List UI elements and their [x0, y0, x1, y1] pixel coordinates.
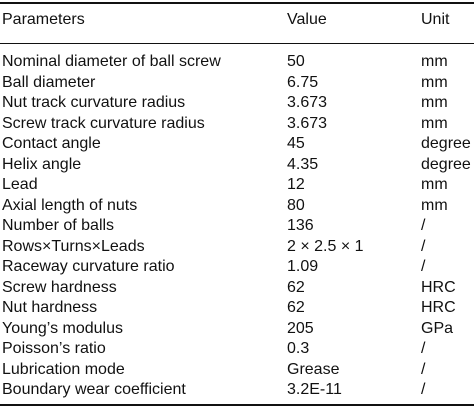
row-parameter: Young’s modulus — [2, 319, 123, 337]
row-value: Grease — [287, 360, 340, 378]
row-value: 136 — [287, 217, 314, 234]
table-row: Nominal diameter of ball screw 50 mm — [0, 52, 474, 72]
table-row: Poisson’s ratio 0.3 / — [0, 339, 474, 359]
row-parameter: Nut track curvature radius — [2, 94, 186, 111]
table-row: Young’s modulus 205 GPa — [0, 319, 474, 339]
table-row: Rows×Turns×Leads 2 × 2.5 × 1 / — [0, 237, 474, 257]
row-unit: / — [421, 360, 426, 378]
row-unit: mm — [421, 73, 448, 91]
row-value: 6.75 — [287, 73, 319, 91]
row-unit: / — [421, 258, 426, 275]
table-row: Screw hardness 62 HRC — [0, 278, 474, 298]
table-row: Raceway curvature ratio 1.09 / — [0, 257, 474, 277]
table-row: Nut track curvature radius 3.673 mm — [0, 93, 474, 113]
header-value: Value — [287, 11, 327, 28]
row-value: 50 — [287, 53, 305, 70]
header-parameters: Parameters — [2, 11, 85, 28]
row-parameter: Raceway curvature ratio — [2, 258, 175, 275]
row-unit: HRC — [421, 278, 456, 296]
row-parameter: Helix angle — [2, 155, 82, 173]
row-value: 1.09 — [287, 258, 319, 275]
row-value: 3.2E-11 — [287, 381, 342, 398]
row-parameter: Nominal diameter of ball screw — [2, 53, 221, 70]
table-row: Lead 12 mm — [0, 175, 474, 195]
table-row: Boundary wear coefficient 3.2E-11 / — [0, 380, 474, 400]
table-header-rule — [0, 43, 474, 44]
table-header-row: Parameters Value Unit — [0, 10, 474, 30]
table-row: Helix angle 4.35 degree — [0, 155, 474, 175]
row-parameter: Ball diameter — [2, 73, 96, 91]
row-parameter: Boundary wear coefficient — [2, 381, 186, 398]
table-top-rule — [0, 2, 474, 4]
table-row: Lubrication mode Grease / — [0, 360, 474, 380]
row-unit: mm — [421, 114, 448, 132]
row-unit: mm — [421, 53, 448, 70]
row-unit: / — [421, 381, 426, 398]
row-unit: mm — [421, 176, 448, 193]
row-unit: HRC — [421, 299, 456, 316]
row-value: 12 — [287, 176, 305, 193]
row-unit: degree — [421, 155, 471, 173]
table-row: Nut hardness 62 HRC — [0, 298, 474, 318]
row-unit: mm — [421, 196, 448, 214]
table-bottom-rule — [0, 404, 474, 406]
row-parameter: Screw track curvature radius — [2, 114, 205, 132]
row-value: 3.673 — [287, 114, 328, 132]
row-value: 45 — [287, 135, 305, 152]
row-unit: mm — [421, 94, 448, 111]
row-parameter: Contact angle — [2, 135, 101, 152]
table-row: Contact angle 45 degree — [0, 134, 474, 154]
row-value: 0.3 — [287, 340, 310, 357]
row-value: 205 — [287, 319, 314, 337]
row-value: 2 × 2.5 × 1 — [287, 237, 364, 255]
row-unit: / — [421, 237, 426, 255]
table-row: Number of balls 136 / — [0, 216, 474, 236]
row-value: 62 — [287, 278, 305, 296]
row-value: 4.35 — [287, 155, 319, 173]
row-unit: degree — [421, 135, 471, 152]
row-unit: / — [421, 340, 426, 357]
row-value: 80 — [287, 196, 305, 214]
row-parameter: Lubrication mode — [2, 360, 125, 378]
table-row: Ball diameter 6.75 mm — [0, 73, 474, 93]
row-unit: GPa — [421, 319, 454, 337]
table-row: Axial length of nuts 80 mm — [0, 196, 474, 216]
row-parameter: Screw hardness — [2, 278, 117, 296]
row-parameter: Lead — [2, 176, 38, 193]
row-value: 62 — [287, 299, 305, 316]
row-parameter: Nut hardness — [2, 299, 98, 316]
table-row: Screw track curvature radius 3.673 mm — [0, 114, 474, 134]
row-parameter: Rows×Turns×Leads — [2, 237, 145, 255]
header-unit: Unit — [421, 11, 450, 28]
row-value: 3.673 — [287, 94, 328, 111]
row-parameter: Axial length of nuts — [2, 196, 138, 214]
row-unit: / — [421, 217, 426, 234]
row-parameter: Poisson’s ratio — [2, 340, 106, 357]
row-parameter: Number of balls — [2, 217, 115, 234]
